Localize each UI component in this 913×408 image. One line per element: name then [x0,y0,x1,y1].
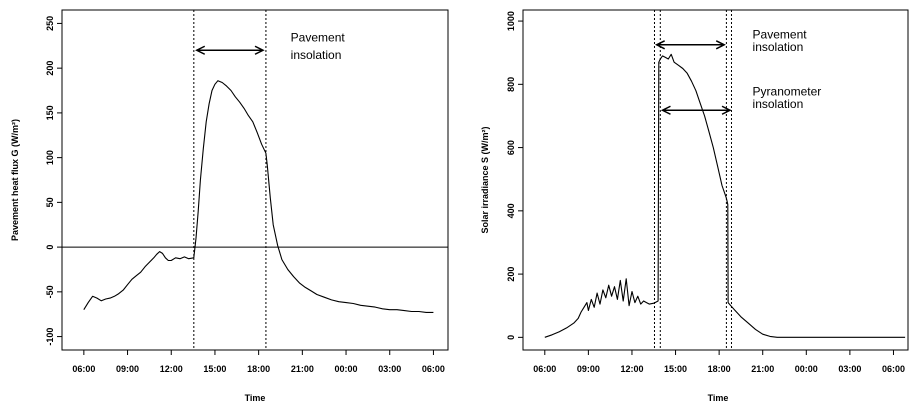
heat-flux-line [83,80,434,313]
insolation-arrows [195,45,265,55]
x-tick-label: 03:00 [838,364,861,374]
y-axis-title: Pavement heat flux G (W/m²) [10,119,20,241]
y-axis: -100 -50 0 50 100 150 200 250 [45,16,62,346]
plot-frame [522,9,909,351]
x-tick-label: 18:00 [247,364,270,374]
x-axis: 06:00 09:00 12:00 15:00 18:00 21:00 00:00 03:00… [72,350,445,374]
x-tick-label: 06:00 [533,364,556,374]
x-tick-label: 12:00 [160,364,183,374]
x-axis: 06:00 09:00 12:00 15:00 18:00 21:00 00:00 03:00… [533,350,905,374]
x-axis-title: Time [245,393,266,403]
arrow-head-left [654,40,665,50]
annotation-text: Pyranometer [753,84,822,98]
reference-lines [62,10,448,350]
y-tick-label: -50 [45,285,55,298]
insolation-arrows [654,40,732,115]
annotation-text: Pavement [753,27,808,41]
x-tick-label: 21:00 [751,364,774,374]
x-tick-label: 12:00 [620,364,643,374]
y-tick-label: 200 [506,267,516,282]
x-tick-label: 09:00 [116,364,139,374]
y-tick-label: 600 [506,140,516,155]
x-tick-label: 18:00 [708,364,731,374]
y-tick-label: 100 [45,150,55,165]
arrow-head-right [715,40,726,50]
y-tick-label: 250 [45,16,55,31]
arrow-head-right [254,45,265,55]
y-tick-label: 200 [45,61,55,76]
x-axis-title: Time [708,393,729,403]
annotation-text: insolation [753,97,804,111]
y-tick-label: 400 [506,203,516,218]
x-tick-label: 00:00 [335,364,358,374]
y-tick-label: 1000 [506,11,516,31]
annotation-text: insolation [753,40,804,54]
y-tick-label: -100 [45,328,55,346]
reference-lines [653,10,732,350]
y-tick-label: 50 [45,197,55,207]
x-tick-label: 06:00 [72,364,95,374]
x-tick-label: 06:00 [422,364,445,374]
annotation-text: Pavement [291,30,346,44]
x-tick-label: 06:00 [882,364,905,374]
y-tick-label: 800 [506,77,516,92]
y-tick-label: 0 [45,245,55,250]
arrow-head-right [721,105,732,115]
arrow-head-left [660,105,671,115]
y-axis: 0 200 400 600 800 1000 [506,11,523,340]
x-tick-label: 15:00 [203,364,226,374]
y-axis-title: Solar irradiance S (W/m²) [480,126,490,233]
solar-irradiance-chart: 0 200 400 600 800 1000 06:00 09:00 12:00 15:00 18… [480,9,909,403]
plot-frame [61,9,449,351]
pavement-heat-flux-chart: -100 -50 0 50 100 150 200 250 06:00 09:00 12:00 15… [10,9,449,403]
annotation-text: insolation [291,48,342,62]
x-tick-label: 09:00 [577,364,600,374]
y-tick-label: 150 [45,105,55,120]
x-tick-label: 15:00 [664,364,687,374]
x-tick-label: 21:00 [291,364,314,374]
arrow-head-left [195,45,206,55]
irradiance-line [544,53,906,338]
y-tick-label: 0 [506,335,516,340]
x-tick-label: 03:00 [378,364,401,374]
x-tick-label: 00:00 [795,364,818,374]
annotations: Pavement insolation [291,30,346,62]
